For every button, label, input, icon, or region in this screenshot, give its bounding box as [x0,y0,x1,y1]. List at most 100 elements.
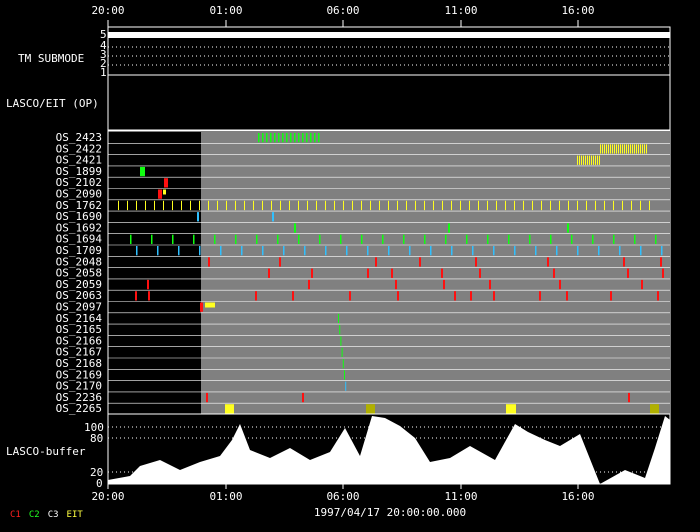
os-mark [345,381,347,391]
os-mark [282,133,284,143]
os-mark [145,200,146,211]
os-mark [589,155,590,165]
os-mark [539,291,541,301]
os-mark [226,200,227,211]
os-mark [307,200,308,211]
bottom-time-axis: 20:00 01:00 06:00 11:00 16:00 1997/04/17… [91,484,595,519]
os-mark [244,200,245,211]
os-mark [258,133,260,143]
os-mark [547,257,549,267]
os-mark [586,200,587,211]
os-mark [475,257,477,267]
os-mark [424,200,425,211]
tm-level-1: 1 [100,66,107,79]
row-label-os-2090: OS_2090 [56,188,102,201]
os-mark [451,246,453,256]
row-label-os-1762: OS_1762 [56,199,102,212]
top-time-axis: 20:00 01:00 06:00 11:00 16:00 [91,4,670,28]
os-mark [280,200,281,211]
os-mark [638,144,639,154]
row-label-os-2265: OS_2265 [56,402,102,415]
os-mark [622,144,623,154]
row-label-os-2167: OS_2167 [56,346,102,359]
os-mark [487,200,488,211]
os-mark [277,234,279,244]
os-mark [164,178,168,188]
os-mark [274,133,276,143]
legend-item-eit: EIT [66,510,83,520]
row-label-os-2048: OS_2048 [56,255,102,268]
os-mark [225,404,234,414]
legend-item-c2: C2 [28,510,40,520]
os-mark [361,234,363,244]
os-mark [302,133,304,143]
top-tick-20-00: 20:00 [91,4,124,17]
os-mark [577,246,579,256]
os-mark [616,144,617,154]
os-mark [660,257,662,267]
os-mark [255,291,257,301]
row-label-os-2169: OS_2169 [56,368,102,381]
os-mark [644,144,645,154]
os-mark [338,313,339,324]
os-mark [532,200,533,211]
os-mark [256,234,258,244]
top-tick-16-00: 16:00 [561,4,594,17]
os-mark [388,246,390,256]
row-label-os-1692: OS_1692 [56,221,102,234]
os-mark [662,268,664,278]
os-mark [595,155,596,165]
os-mark [581,155,582,165]
os-mark [118,200,119,211]
row-label-os-2058: OS_2058 [56,267,102,280]
lasco-eit-label: LASCO/EIT (OP) [6,97,99,110]
os-mark [290,133,292,143]
row-label-os-1690: OS_1690 [56,210,102,223]
os-mark [627,268,629,278]
os-mark [304,246,306,256]
os-mark [294,133,296,143]
os-mark [158,189,162,199]
os-mark [283,246,285,256]
os-mark [403,234,405,244]
os-mark [298,234,300,244]
os-mark [279,257,281,267]
os-mark [199,200,200,211]
os-mark [448,223,450,233]
os-mark [340,336,342,346]
os-mark [553,268,555,278]
os-mark [349,291,351,301]
os-mark [604,144,605,154]
os-mark [460,200,461,211]
os-mark [272,212,274,222]
os-mark [567,223,569,233]
os-mark [577,200,578,211]
legend-item-c1: C1 [10,510,21,520]
os-mark [294,223,296,233]
os-mark [626,144,627,154]
os-mark [451,200,452,211]
row-label-os-2236: OS_2236 [56,391,102,404]
os-mark [454,291,456,301]
os-mark [657,291,659,301]
row-label-os-2422: OS_2422 [56,142,102,155]
legend: C1 C2 C3 EIT [10,510,91,520]
os-mark [472,246,474,256]
os-mark [154,200,155,211]
os-mark [319,234,321,244]
top-tick-06-00: 06:00 [326,4,359,17]
os-mark [341,347,343,357]
os-mark [262,246,264,256]
os-mark [634,234,636,244]
os-mark [190,200,191,211]
os-mark [235,200,236,211]
os-mark [424,234,426,244]
os-mark [406,200,407,211]
os-mark [325,246,327,256]
os-mark [559,200,560,211]
os-mark [505,200,506,211]
os-mark [342,359,344,369]
os-mark [220,246,222,256]
os-mark [599,155,600,165]
os-mark [375,257,377,267]
